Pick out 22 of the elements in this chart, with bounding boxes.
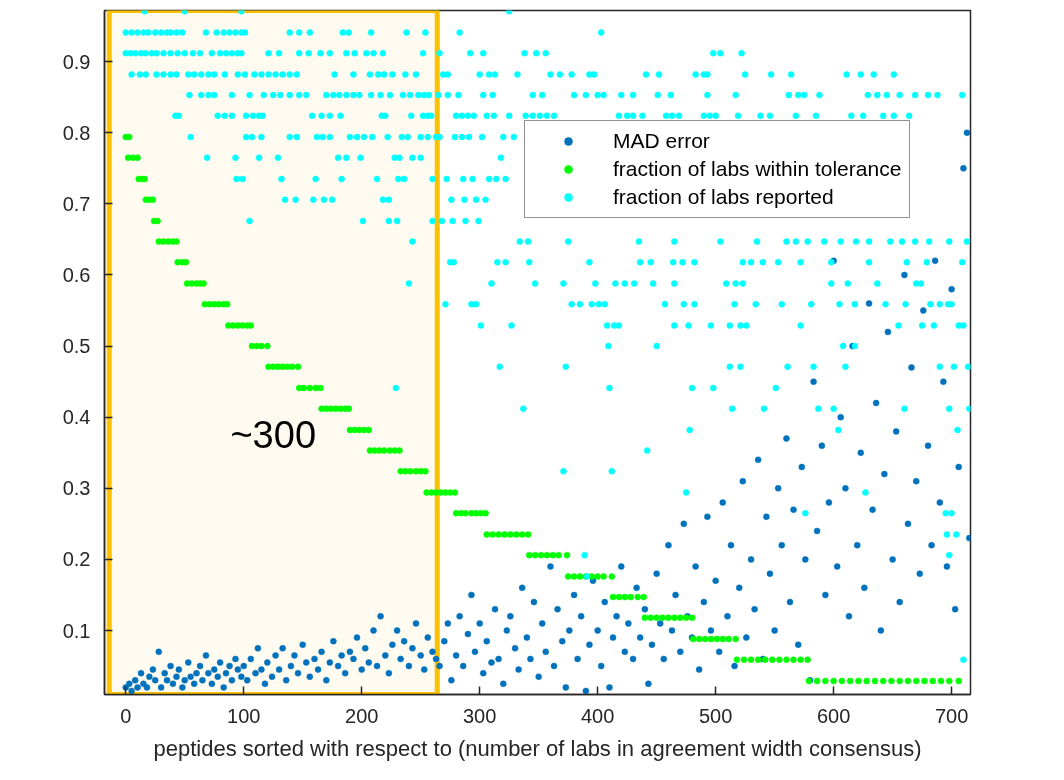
y-tick-label: 0.6 [62,264,91,286]
legend-label: fraction of labs within tolerance [613,157,902,181]
legend-label: MAD error [613,129,710,153]
x-tick-label: 0 [120,704,132,727]
x-tick-label: 700 [934,704,969,727]
y-tick-label: 0.4 [62,406,91,429]
x-tick-label: 100 [227,704,261,727]
x-axis-title: peptides sorted with respect to (number of labs in agreement width consensus) [153,735,922,761]
y-tick-label: 0.8 [62,121,91,144]
y-tick-label: 0.9 [62,50,91,73]
band-label: ~300 [230,413,317,456]
legend-label: fraction of labs reported [613,185,834,209]
y-tick-label: 0.1 [62,619,91,642]
x-tick-label: 500 [698,704,733,727]
y-tick-label: 0.2 [62,548,91,571]
x-tick-label: 300 [463,704,497,727]
x-tick-label: 200 [345,704,379,727]
y-tick-label: 0.7 [62,192,91,215]
x-tick-label: 600 [816,704,851,727]
y-tick-label: 0.5 [62,335,91,358]
x-tick-label: 400 [580,704,615,727]
y-tick-label: 0.3 [62,477,91,500]
